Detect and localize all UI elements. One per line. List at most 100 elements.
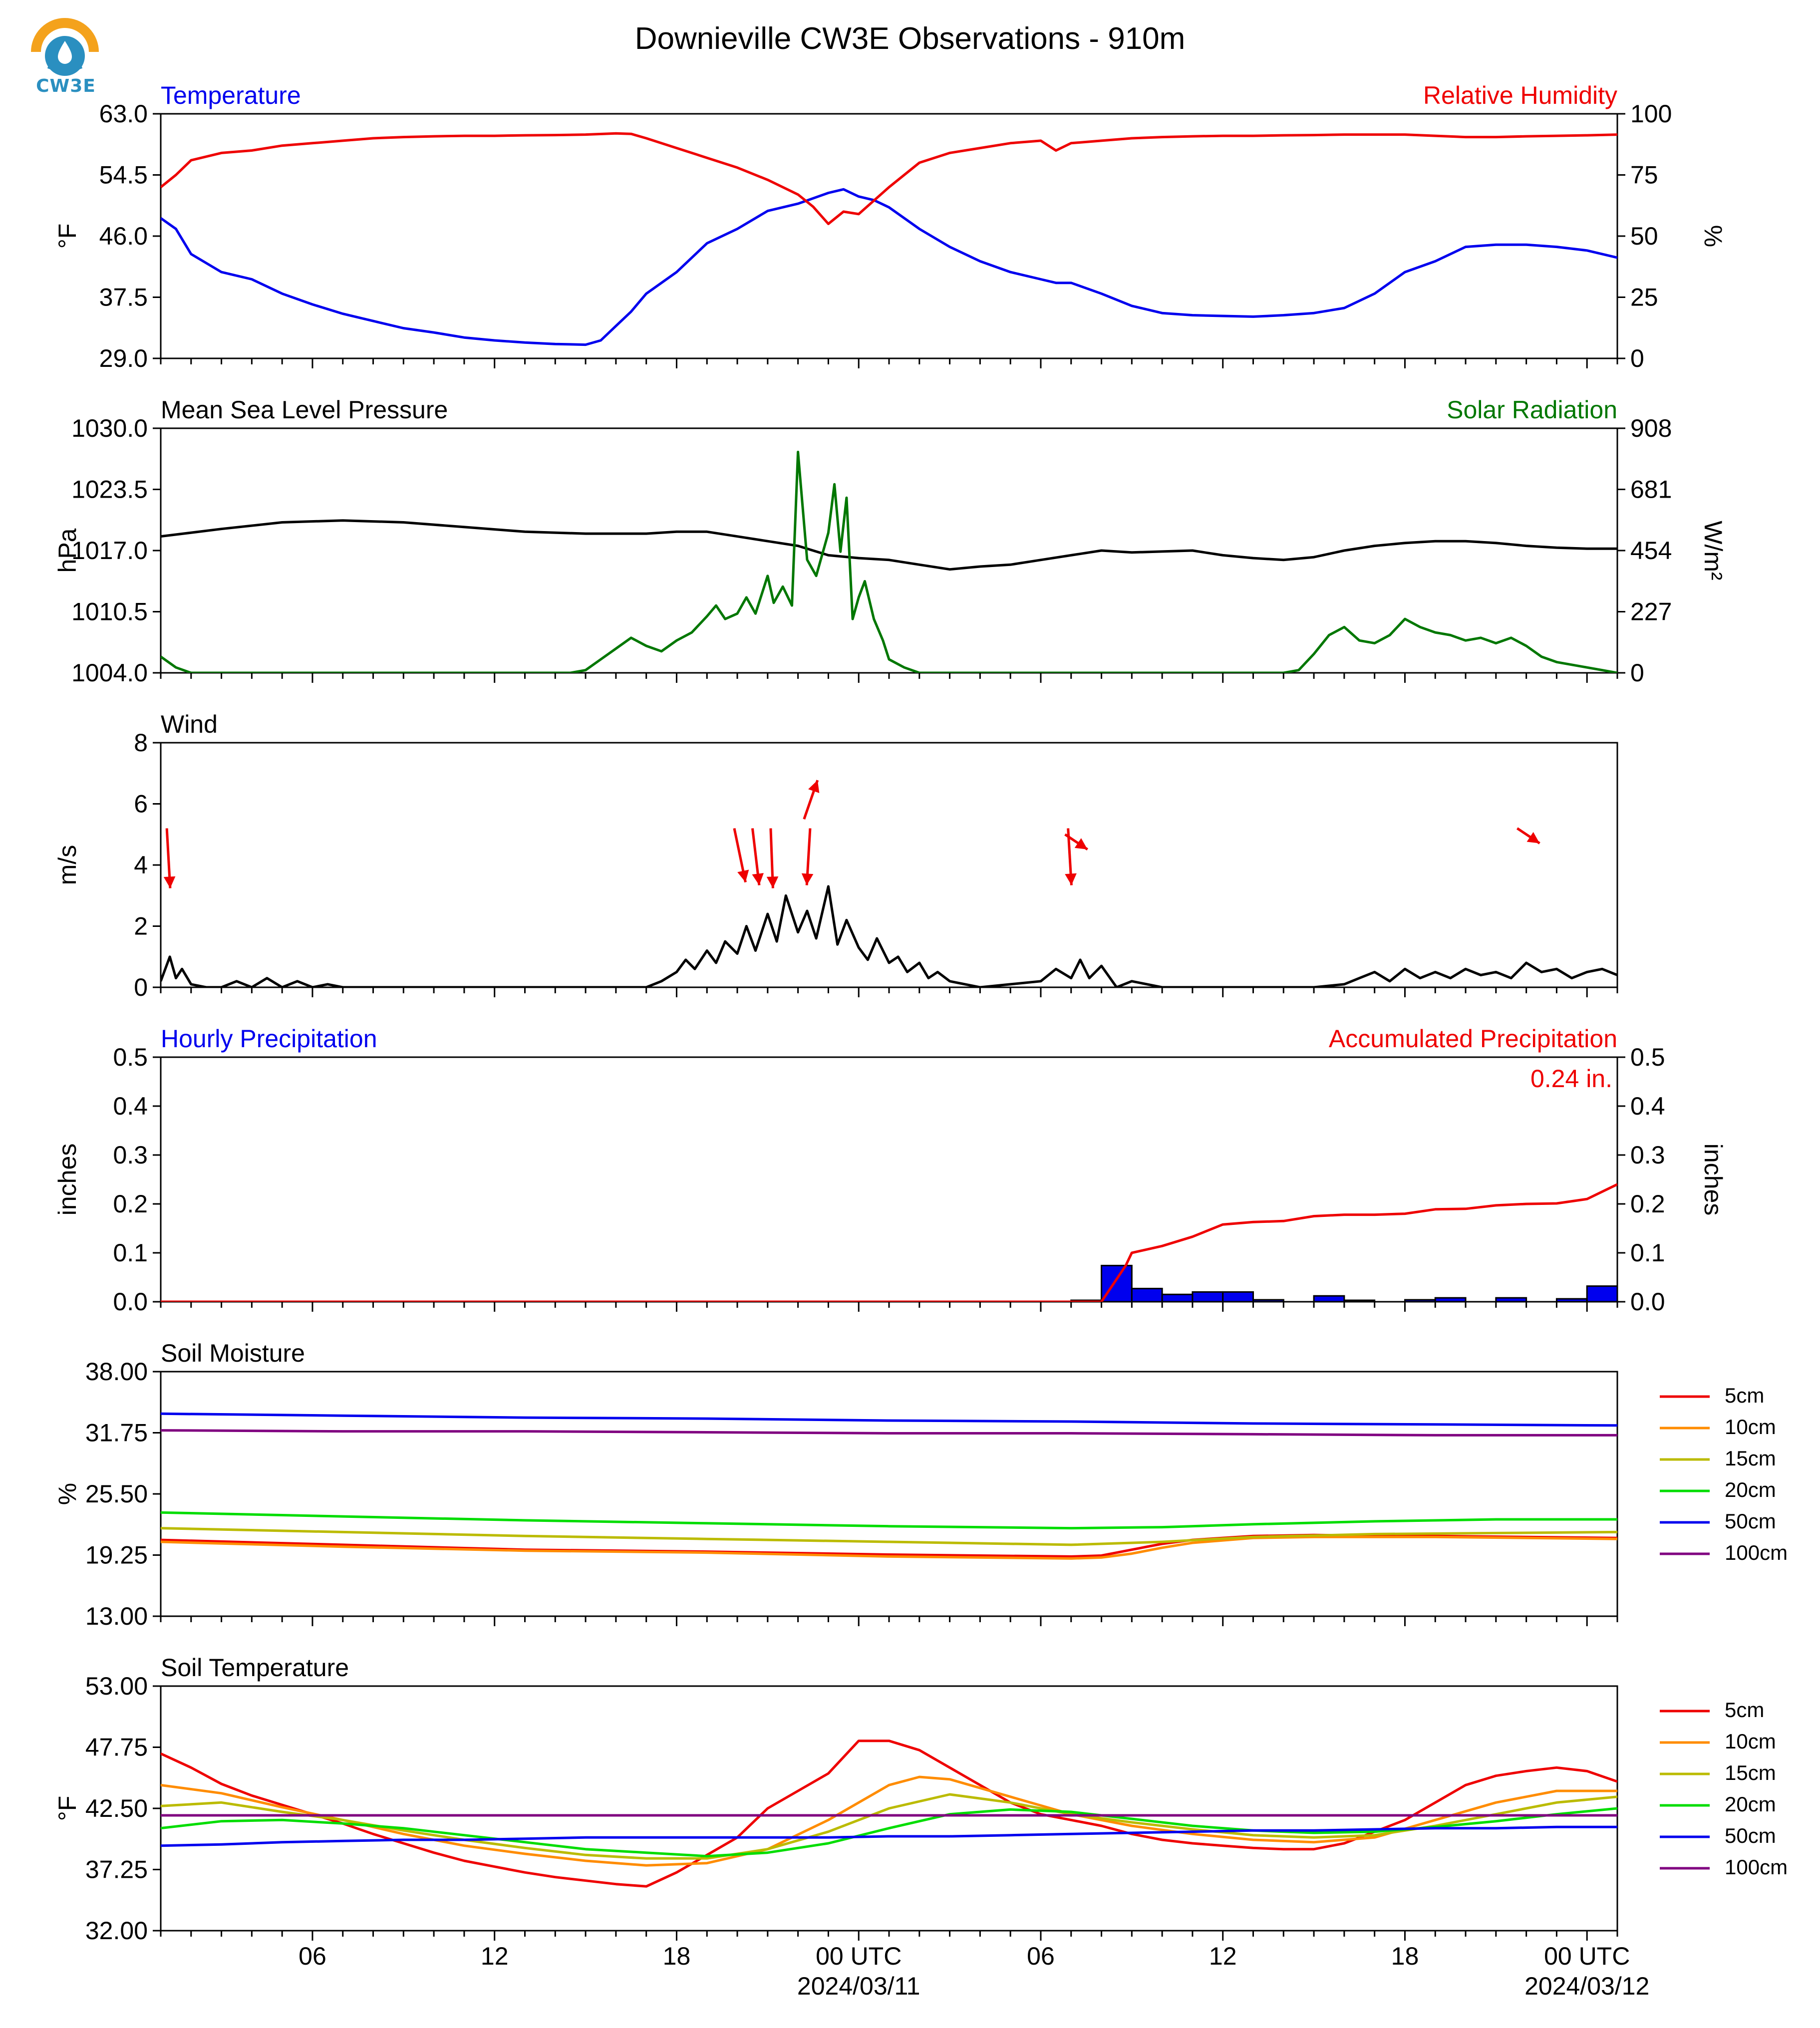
y-tick-label-right: 681 xyxy=(1630,476,1672,504)
x-tick-label: 18 xyxy=(663,1942,691,1970)
series-line xyxy=(161,1807,1617,1858)
plot-area xyxy=(161,451,1617,673)
logo-text: CW3E xyxy=(36,76,96,96)
panel-title-left: Temperature xyxy=(161,81,301,109)
panel-frame xyxy=(160,1371,1618,1617)
y-axis-label-left: m/s xyxy=(53,845,81,885)
panel-2: 0 2 4 6 8 Wind m/s xyxy=(53,710,1618,1001)
series-line xyxy=(161,188,1617,346)
x-tick-label: 12 xyxy=(1209,1942,1237,1970)
precip-bar xyxy=(1161,1293,1194,1302)
y-tick-label-left: 6 xyxy=(134,790,148,818)
panel-title-left: Wind xyxy=(161,710,218,738)
legend-label: 5cm xyxy=(1725,1384,1764,1407)
y-tick-label-right: 50 xyxy=(1630,222,1658,250)
y-tick-label-right: 908 xyxy=(1630,414,1672,442)
x-date-label: 2024/03/11 xyxy=(797,1972,920,2000)
y-tick-label-left: 32.00 xyxy=(85,1917,148,1945)
legend-label: 10cm xyxy=(1725,1730,1776,1753)
panel-frame xyxy=(160,1056,1618,1303)
wind-vector-head xyxy=(1526,832,1540,844)
series-line xyxy=(161,1793,1617,1860)
wind-vector-head xyxy=(766,876,779,888)
accumulated-total-label: 0.24 in. xyxy=(1530,1065,1612,1093)
y-tick-label-left: 63.0 xyxy=(99,100,148,128)
wind-vector-head xyxy=(1065,873,1077,885)
legend-label: 20cm xyxy=(1725,1792,1776,1816)
y-tick-label-right: 0 xyxy=(1630,659,1644,687)
panel-title-left: Hourly Precipitation xyxy=(161,1025,377,1053)
y-axis-label-right: W/m² xyxy=(1699,521,1727,580)
logo-emblem-icon xyxy=(31,18,99,76)
y-tick-label-left: 1023.5 xyxy=(71,476,148,504)
y-tick-label-left: 1004.0 xyxy=(71,659,148,687)
precip-bar xyxy=(1404,1299,1436,1302)
legend-label: 15cm xyxy=(1725,1761,1776,1784)
series-line xyxy=(161,1183,1617,1302)
wind-vector-head xyxy=(808,780,820,793)
y-tick-label-left: 37.5 xyxy=(99,284,148,311)
x-tick-label: 12 xyxy=(481,1942,509,1970)
panel-title-right: Solar Radiation xyxy=(1447,396,1617,424)
x-tick-label: 06 xyxy=(299,1942,326,1970)
x-tick-label: 00 UTC xyxy=(1544,1942,1630,1970)
precip-bar xyxy=(1131,1288,1163,1302)
y-axis-label-left: % xyxy=(53,1483,81,1505)
precip-bar xyxy=(1192,1291,1224,1302)
y-tick-label-left: 0.4 xyxy=(113,1092,148,1120)
y-tick-label-left: 0.0 xyxy=(113,1288,148,1316)
y-tick-label-right: 0 xyxy=(1630,344,1644,372)
y-tick-label-left: 0 xyxy=(134,973,148,1001)
panel-frame xyxy=(160,742,1618,988)
y-tick-label-left: 0.3 xyxy=(113,1141,148,1169)
panel-3: 0.0 0.1 0.2 0.3 0.4 0.5 0.0 0.1 0.2 0.3 0.4 0.5 Hour… xyxy=(53,1025,1727,1316)
y-tick-label-left: 0.2 xyxy=(113,1190,148,1218)
y-tick-label-right: 0.0 xyxy=(1630,1288,1665,1316)
cw3e-logo xyxy=(30,15,100,105)
x-tick-label: 18 xyxy=(1391,1942,1419,1970)
y-tick-label-left: 53.00 xyxy=(85,1672,148,1700)
plot-area xyxy=(161,132,1617,346)
wind-vector-head xyxy=(752,873,764,885)
y-tick-label-left: 29.0 xyxy=(99,344,148,372)
y-tick-label-left: 19.25 xyxy=(85,1541,148,1569)
legend-label: 10cm xyxy=(1725,1415,1776,1439)
legend-label: 100cm xyxy=(1725,1855,1788,1879)
plot-area xyxy=(161,1739,1617,1888)
legend-label: 50cm xyxy=(1725,1509,1776,1533)
panel-title-left: Soil Moisture xyxy=(161,1339,305,1367)
y-tick-label-left: 38.00 xyxy=(85,1358,148,1386)
series-line xyxy=(161,1511,1617,1530)
series-line xyxy=(161,1825,1617,1847)
y-tick-label-left: 47.75 xyxy=(85,1734,148,1761)
legend-label: 5cm xyxy=(1725,1698,1764,1722)
y-tick-label-right: 0.1 xyxy=(1630,1239,1665,1267)
y-tick-label-right: 0.2 xyxy=(1630,1190,1665,1218)
y-tick-label-left: 0.1 xyxy=(113,1239,148,1267)
y-tick-label-left: 1030.0 xyxy=(71,414,148,442)
y-tick-label-left: 8 xyxy=(134,729,148,757)
y-axis-label-right: % xyxy=(1699,225,1727,247)
panel-0: 29.0 37.5 46.0 54.5 63.0 0 25 50 75 100 Temperatur… xyxy=(53,81,1727,372)
series-line xyxy=(161,519,1617,571)
y-tick-label-left: 13.00 xyxy=(85,1602,148,1630)
panel-frame xyxy=(160,427,1618,674)
y-tick-label-left: 2 xyxy=(134,912,148,940)
y-tick-label-left: 37.25 xyxy=(85,1856,148,1884)
y-axis-label-left: inches xyxy=(53,1144,81,1216)
wind-vector-head xyxy=(737,869,749,882)
y-tick-label-right: 227 xyxy=(1630,598,1672,626)
y-axis-label-right: inches xyxy=(1699,1144,1727,1216)
series-line xyxy=(161,885,1617,987)
series-line xyxy=(161,1527,1617,1546)
y-tick-label-right: 0.5 xyxy=(1630,1043,1665,1071)
y-tick-label-left: 54.5 xyxy=(99,161,148,189)
series-line xyxy=(161,132,1617,225)
y-tick-label-left: 1010.5 xyxy=(71,598,148,626)
plot-area xyxy=(161,1412,1617,1560)
y-tick-label-right: 25 xyxy=(1630,284,1658,311)
precip-bar xyxy=(1222,1291,1254,1302)
panels: 29.0 37.5 46.0 54.5 63.0 0 25 50 75 100 Temperatur… xyxy=(53,81,1788,2000)
